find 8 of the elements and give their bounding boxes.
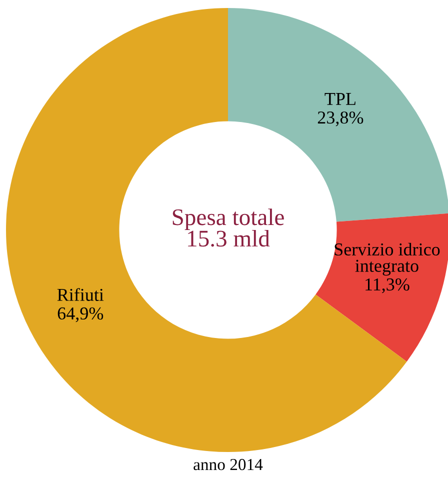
slice-label: Servizio idrico integrato [334,242,440,276]
text: anno 2014 [194,458,263,470]
data-label: 11,3% [366,278,410,294]
slice-label: TPL [324,93,356,105]
text: Spesa totale 15.3 mld [172,208,284,247]
data-label: 64,9% [58,307,104,322]
slice-label: Rifiuti [57,288,104,301]
data-label: 23,8% [318,111,364,126]
